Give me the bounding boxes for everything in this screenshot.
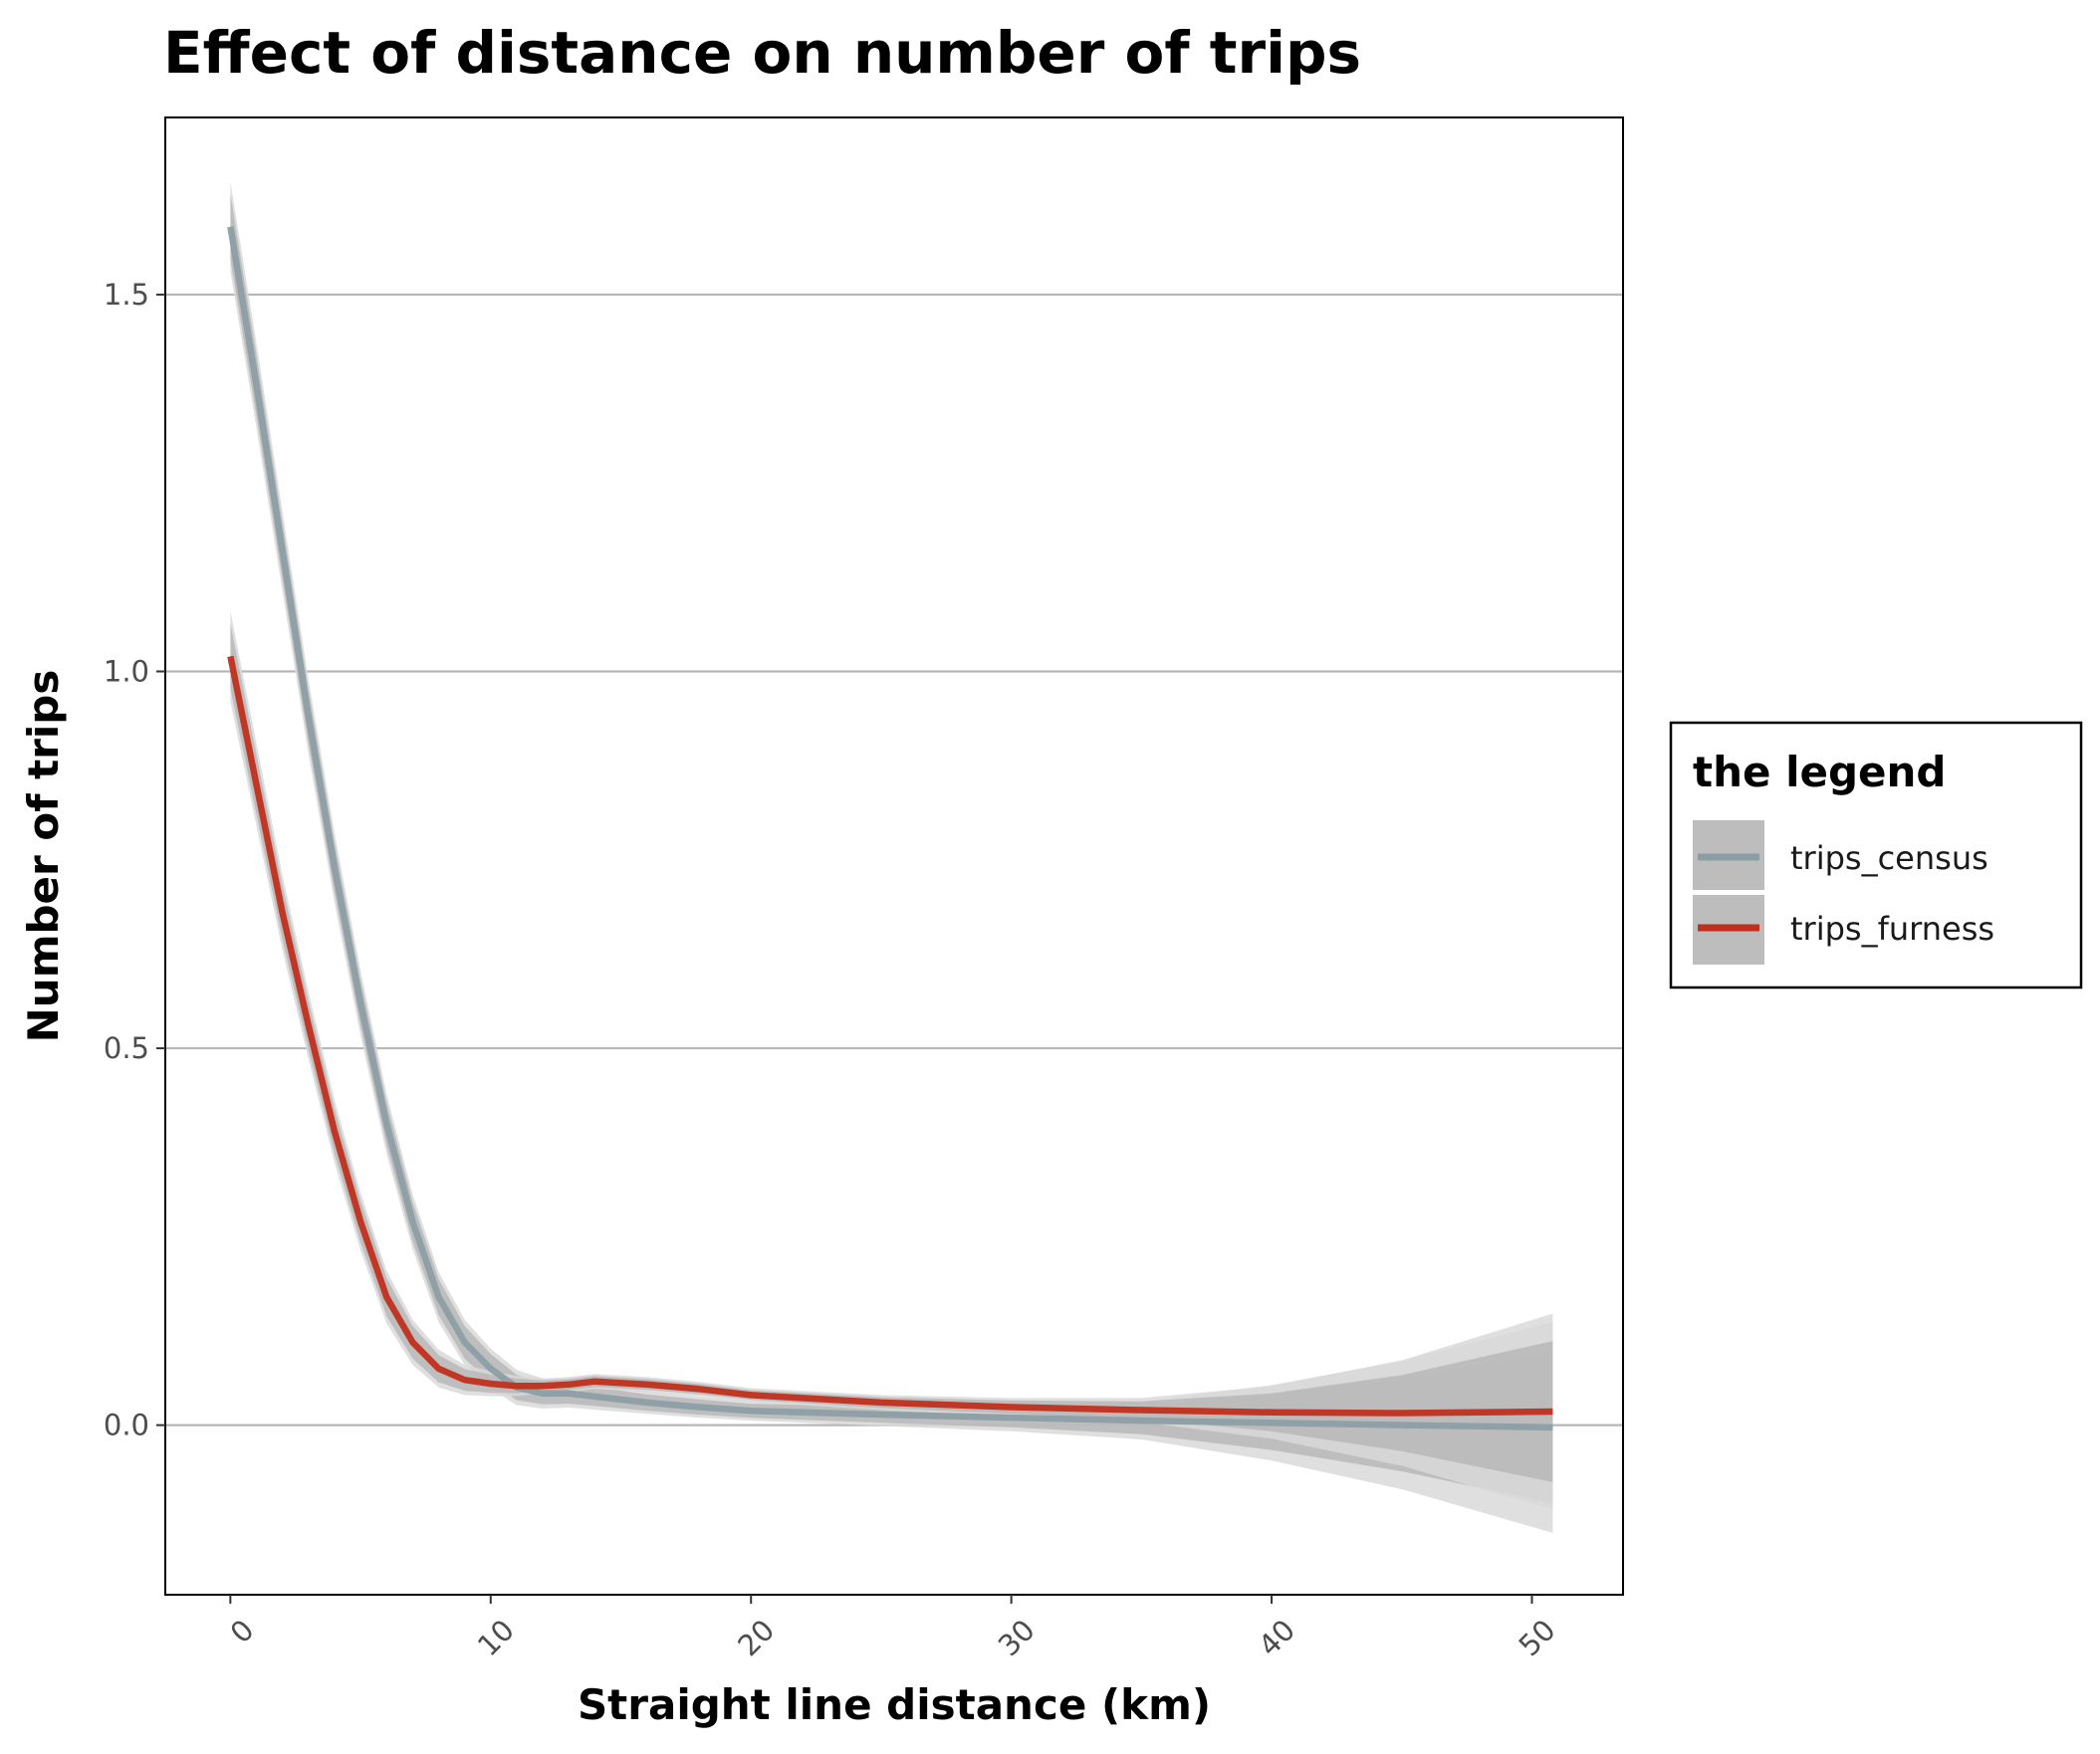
confidence-band-inner-trips_census bbox=[230, 194, 1553, 1504]
legend-label-census: trips_census bbox=[1790, 839, 1988, 877]
x-axis-title: Straight line distance (km) bbox=[578, 1680, 1211, 1729]
chart-title: Effect of distance on number of trips bbox=[163, 19, 1361, 87]
legend-title: the legend bbox=[1693, 748, 1946, 796]
confidence-band-outer-trips_census bbox=[230, 181, 1553, 1533]
legend: the legend trips_census trips_furness bbox=[1669, 721, 2083, 989]
y-tick-label: 0.0 bbox=[104, 1409, 149, 1442]
confidence-bands bbox=[230, 181, 1553, 1533]
y-tick-label: 0.5 bbox=[104, 1031, 149, 1065]
x-tick-label: 20 bbox=[731, 1613, 781, 1662]
confidence-band-inner-trips_furness bbox=[230, 623, 1553, 1482]
x-tick-label: 0 bbox=[223, 1613, 260, 1649]
series-lines bbox=[227, 226, 1553, 1431]
x-tick-label: 30 bbox=[992, 1613, 1042, 1662]
series-line-trips_census bbox=[227, 226, 1553, 1431]
x-tick-label: 50 bbox=[1513, 1613, 1562, 1662]
x-tick-label: 40 bbox=[1252, 1613, 1301, 1662]
grid-lines bbox=[165, 293, 1623, 1426]
legend-label-furness: trips_furness bbox=[1790, 910, 1994, 948]
x-tick-label: 10 bbox=[471, 1613, 521, 1662]
y-tick-label: 1.5 bbox=[104, 278, 149, 312]
y-axis-ticks: 0.0 0.5 1.0 1.5 bbox=[104, 278, 165, 1442]
plot-panel-border bbox=[164, 116, 1624, 1596]
x-axis-ticks: 0 10 20 30 40 50 bbox=[223, 1595, 1562, 1662]
y-tick-label: 1.0 bbox=[104, 655, 149, 689]
y-axis-title: Number of trips bbox=[19, 670, 68, 1043]
series-line-trips_furness bbox=[227, 655, 1553, 1417]
confidence-band-outer-trips_furness bbox=[230, 610, 1553, 1510]
